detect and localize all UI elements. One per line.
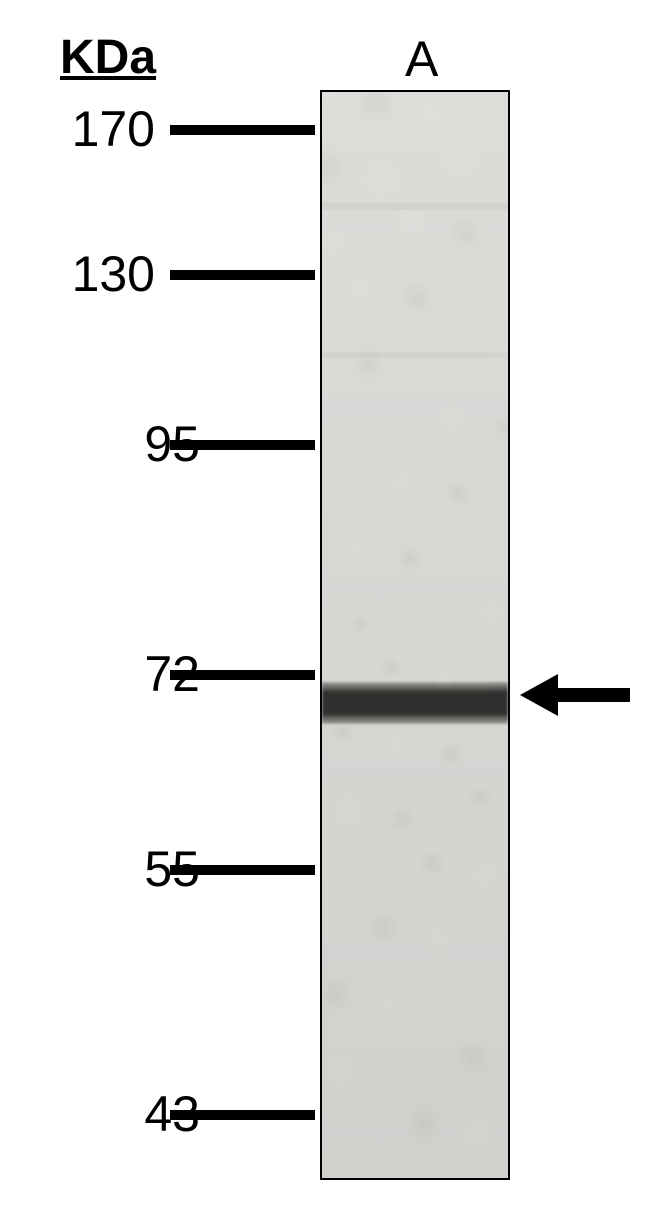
gel-lane-a: [320, 90, 510, 1180]
gel-noise-texture: [322, 92, 508, 1178]
target-band-arrow: [520, 674, 630, 716]
marker-label-130: 130: [15, 245, 155, 303]
marker-tick-95: [170, 440, 315, 450]
marker-tick-72: [170, 670, 315, 680]
western-blot-figure: KDa A 17013095725543: [0, 0, 650, 1212]
arrow-shaft: [558, 688, 630, 702]
arrow-head-icon: [520, 674, 558, 716]
marker-label-170: 170: [15, 100, 155, 158]
marker-tick-170: [170, 125, 315, 135]
lane-a-label: A: [405, 30, 438, 88]
y-axis-unit-label: KDa: [60, 30, 156, 85]
marker-tick-130: [170, 270, 315, 280]
marker-tick-55: [170, 865, 315, 875]
marker-tick-43: [170, 1110, 315, 1120]
